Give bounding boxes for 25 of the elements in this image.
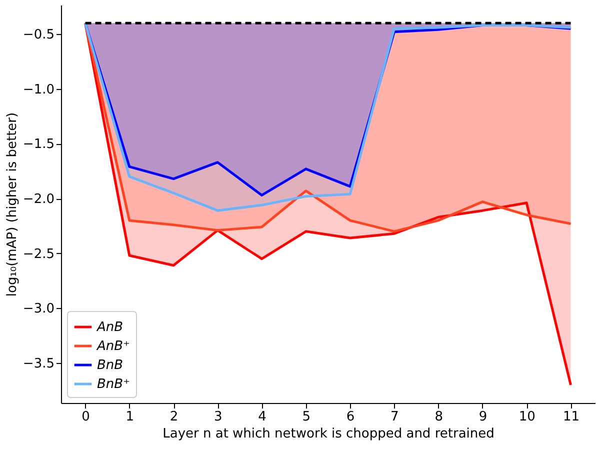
y-tick-label: −3.5 [22,356,54,372]
y-tick-label: −2.5 [22,246,54,262]
x-tick-label: 11 [562,410,580,424]
y-tick-label: −3.0 [22,302,54,317]
x-tick-label: 10 [518,410,536,424]
y-tick-label: −1.0 [22,82,54,98]
legend-label: AnB [96,320,124,335]
legend-label: BnB [97,358,124,373]
y-axis-title: log₁₀(mAP) (higher is better) [4,112,20,297]
x-tick-label: 0 [82,410,90,424]
x-tick-label: 2 [170,410,178,424]
x-tick-label: 7 [390,410,399,424]
x-tick-label: 3 [214,410,222,424]
x-tick-label: 9 [478,410,488,424]
x-tick-label: 6 [346,410,355,424]
legend-label: BnB⁺ [97,377,130,392]
x-axis-title: Layer n at which network is chopped and retrained [162,426,494,442]
legend-label: AnB⁺ [96,339,130,354]
y-tick-label: −0.5 [22,28,54,43]
y-tick-label: −2.0 [22,192,54,208]
y-tick-label: −1.5 [22,137,54,152]
x-tick-label: 1 [126,410,134,424]
x-tick-label: 8 [434,410,443,424]
x-tick-label: 4 [258,410,266,424]
x-tick-label: 5 [302,410,311,424]
